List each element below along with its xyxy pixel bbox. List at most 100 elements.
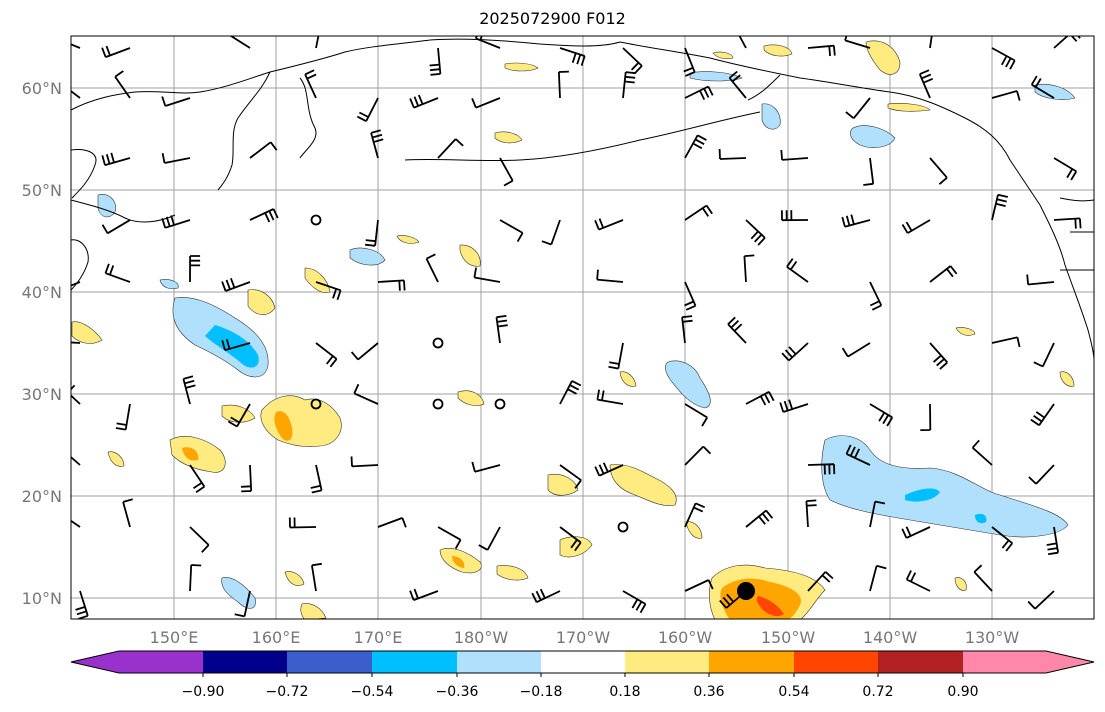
wind-barb — [350, 342, 379, 361]
wind-barb — [310, 464, 323, 494]
wind-barb — [350, 456, 379, 468]
wind-barb — [973, 564, 993, 592]
wind-barb — [558, 70, 569, 99]
wind-barb — [356, 97, 379, 122]
wind-barb — [863, 157, 875, 186]
colorbar-segment — [878, 651, 963, 673]
wind-barb — [221, 338, 251, 351]
wind-barb — [234, 590, 251, 618]
wind-barb — [684, 403, 708, 427]
colorbar-tick: −0.54 — [351, 684, 394, 700]
lon-label: 150°E — [150, 628, 199, 647]
lon-label: 180°W — [454, 628, 509, 647]
wind-barb — [474, 36, 501, 49]
lat-label: 40°N — [22, 283, 62, 302]
wind-barb — [684, 502, 706, 528]
colorbar-segment — [709, 651, 794, 673]
map-plot-area — [71, 36, 1094, 619]
wind-barb — [684, 85, 714, 100]
negative-region — [1034, 83, 1076, 100]
wind-barb — [315, 342, 338, 368]
wind-barb — [161, 96, 191, 107]
wind-barb — [684, 445, 712, 466]
colorbar — [70, 650, 1095, 677]
calm-markers — [310, 214, 629, 533]
positive-core — [182, 447, 199, 461]
colorbar-segment — [203, 651, 287, 673]
longitude-labels: 150°E 160°E 170°E 180°W 170°W 160°W 150°… — [150, 628, 1020, 647]
wind-barb — [315, 281, 342, 301]
wind-barb — [71, 443, 81, 466]
wind-barb — [189, 564, 202, 592]
positive-region — [547, 473, 579, 496]
colorbar-segment — [794, 651, 878, 673]
wind-barb — [807, 463, 836, 475]
lon-label: 160°E — [252, 628, 301, 647]
wind-barb — [622, 590, 647, 614]
wind-barb — [182, 375, 196, 405]
negative-region — [761, 103, 781, 130]
lat-label: 10°N — [22, 589, 62, 608]
lat-label: 50°N — [22, 181, 62, 200]
negative-region — [821, 435, 1069, 538]
wind-barb — [365, 219, 379, 247]
wind-barb — [845, 444, 871, 466]
wind-barb — [377, 279, 406, 291]
positive-region — [763, 44, 793, 57]
wind-barb — [288, 517, 317, 529]
lon-label: 140°W — [863, 628, 918, 647]
wind-barb — [1033, 342, 1055, 368]
latitude-labels: 60°N 50°N 40°N 30°N 20°N 10°N — [22, 79, 62, 608]
wind-barb — [683, 47, 696, 77]
wind-barb — [101, 152, 131, 166]
wind-barb — [807, 571, 834, 592]
wind-barb — [1030, 403, 1055, 427]
wind-barb — [681, 315, 693, 344]
wind-barb — [719, 590, 747, 609]
negative-region — [349, 247, 386, 266]
wind-barb — [478, 526, 501, 551]
colorbar-extend-high — [963, 651, 1094, 673]
wind-barb — [869, 564, 887, 592]
colorbar-extend-low — [71, 651, 203, 673]
wind-barb — [473, 267, 501, 283]
lon-label: 130°W — [965, 628, 1020, 647]
wind-barb — [929, 36, 933, 49]
wind-barb — [409, 588, 439, 601]
wind-barb — [929, 265, 958, 283]
negative-core — [205, 325, 259, 368]
wind-barb — [901, 526, 931, 539]
wind-barb — [905, 570, 931, 592]
wind-barb — [684, 204, 713, 221]
coastlines — [71, 38, 1094, 361]
wind-barb — [409, 94, 439, 109]
wind-barb — [608, 342, 624, 370]
positive-region — [260, 395, 342, 447]
wind-barbs — [71, 36, 1082, 619]
wind-barb — [429, 47, 442, 76]
wind-barb — [779, 399, 809, 413]
wind-barb — [596, 389, 624, 405]
wind-barb — [1026, 274, 1055, 286]
wind-barb — [841, 214, 871, 228]
wind-barb — [1030, 75, 1055, 99]
wind-barb — [499, 157, 514, 187]
wind-barb — [1053, 157, 1078, 181]
colorbar-tick: 0.36 — [693, 684, 724, 700]
wind-barb — [594, 462, 624, 477]
wind-barb — [805, 499, 817, 528]
colorbar-tick: −0.18 — [520, 684, 563, 700]
wind-barb — [807, 44, 836, 57]
lon-label: 170°E — [354, 628, 403, 647]
positive-peak — [756, 596, 784, 617]
lat-label: 30°N — [22, 385, 62, 404]
negative-region — [665, 360, 711, 409]
wind-barb — [991, 90, 1021, 101]
colorbar-tick: −0.72 — [266, 684, 309, 700]
wind-barb — [227, 403, 251, 428]
colorbar-tick: 0.54 — [778, 684, 809, 700]
wind-barb — [1027, 590, 1055, 610]
positive-region — [247, 289, 276, 315]
wind-barb — [75, 590, 89, 619]
wind-barb — [189, 464, 206, 493]
